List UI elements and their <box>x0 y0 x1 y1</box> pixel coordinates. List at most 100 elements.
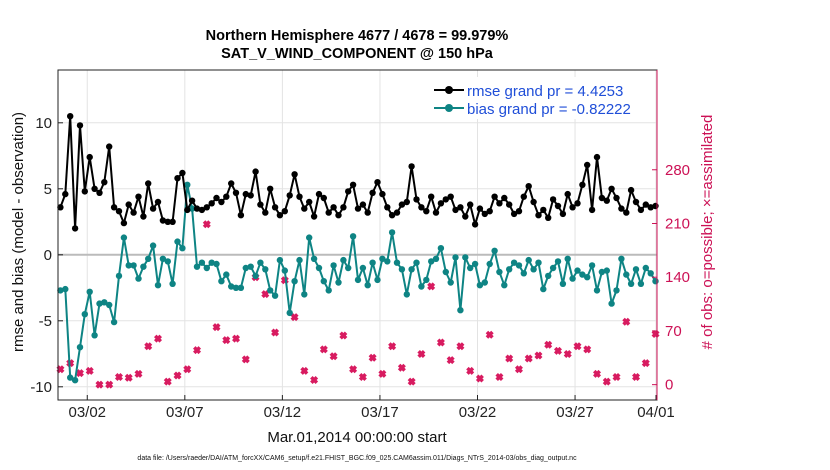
bias-point <box>208 259 215 266</box>
rmse-point <box>125 201 132 208</box>
bias-point <box>174 238 181 245</box>
rmse-point <box>306 198 313 206</box>
bias-point <box>652 278 659 285</box>
y2-axis-label: # of obs: o=possible; ×=assimilated <box>699 115 716 350</box>
x-tick-label: 03/02 <box>68 404 106 421</box>
rmse-point <box>598 194 606 202</box>
rmse-point <box>496 200 503 207</box>
obs-assimilated-marker <box>524 354 533 363</box>
rmse-point <box>76 122 84 129</box>
rmse-point <box>608 185 615 192</box>
obs-assimilated-marker <box>105 380 114 389</box>
rmse-point <box>618 205 625 212</box>
rmse-point <box>564 190 571 198</box>
rmse-point <box>481 210 488 218</box>
bias-point <box>359 264 367 272</box>
bias-point <box>281 267 288 274</box>
x-axis-label: Mar.01,2014 00:00:00 start <box>267 429 447 446</box>
bias-point <box>579 271 586 278</box>
rmse-point <box>354 205 362 212</box>
bias-point <box>554 258 562 265</box>
rmse-point <box>491 193 498 200</box>
bias-point <box>408 266 415 273</box>
rmse-point <box>349 181 357 188</box>
bias-point <box>154 282 162 289</box>
bias-point <box>442 268 449 276</box>
bias-point <box>228 283 235 290</box>
rmse-point <box>242 190 249 198</box>
rmse-point <box>369 189 376 196</box>
rmse-point <box>545 214 552 221</box>
bias-point <box>106 301 113 309</box>
obs-assimilated-marker <box>339 331 348 340</box>
rmse-point <box>501 194 508 202</box>
bias-point <box>140 263 147 270</box>
bias-point <box>335 279 342 286</box>
rmse-point <box>174 175 181 182</box>
bias-point <box>501 282 508 289</box>
obs-assimilated-marker <box>475 374 484 383</box>
plot-frame <box>57 69 658 401</box>
rmse-point <box>520 193 527 200</box>
obs-assimilated-marker <box>193 346 202 355</box>
bias-point <box>223 271 230 278</box>
rmse-point <box>428 193 435 200</box>
obs-assimilated-marker <box>183 365 192 374</box>
rmse-point <box>110 204 118 211</box>
obs-assimilated-marker <box>651 330 660 338</box>
rmse-series <box>57 113 659 232</box>
bias-point <box>388 229 396 236</box>
bias-point <box>642 264 649 272</box>
rmse-point <box>169 218 176 225</box>
rmse-point <box>145 180 152 187</box>
bias-point <box>159 255 167 262</box>
rmse-point <box>418 204 425 211</box>
rmse-point <box>593 153 601 161</box>
obs-assimilated-marker <box>163 377 172 386</box>
rmse-point <box>652 202 659 210</box>
rmse-point <box>423 208 430 215</box>
bias-point <box>301 291 308 298</box>
rmse-point <box>140 213 147 220</box>
rmse-point <box>208 200 215 207</box>
rmse-point <box>637 206 645 214</box>
bias-point <box>101 299 108 306</box>
rmse-point <box>188 197 196 204</box>
obs-assimilated-marker <box>173 371 182 380</box>
rmse-point <box>554 202 562 210</box>
rmse-point <box>291 171 298 178</box>
bias-point <box>384 258 391 265</box>
bias-point <box>588 262 596 269</box>
rmse-point <box>135 193 142 200</box>
obs-assimilated-marker <box>417 349 426 358</box>
bias-point <box>486 260 493 268</box>
y-tick-label: -10 <box>30 379 52 396</box>
bias-point <box>467 264 474 272</box>
rmse-point <box>467 201 474 208</box>
rmse-point <box>374 179 381 186</box>
rmse-point <box>584 161 591 169</box>
rmse-point <box>627 186 635 194</box>
rmse-point <box>432 209 440 216</box>
rmse-point <box>530 198 537 206</box>
bias-point <box>632 266 640 273</box>
bias-point <box>188 205 196 212</box>
obs-assimilated-marker <box>407 377 416 386</box>
rmse-point <box>574 200 581 207</box>
bias-point <box>257 259 264 266</box>
y2-tick-label: 210 <box>665 215 690 232</box>
bias-point <box>276 256 284 264</box>
obs-assimilated-marker <box>583 345 592 354</box>
rmse-point <box>213 194 220 202</box>
grid-lines <box>58 70 657 400</box>
obs-assimilated-marker <box>271 328 280 337</box>
bias-point <box>218 278 225 285</box>
rmse-point <box>403 198 410 206</box>
obs-assimilated-marker <box>495 372 504 381</box>
bias-point <box>637 280 645 287</box>
obs-assimilated-marker <box>456 342 465 351</box>
obs-assimilated-marker <box>593 369 602 378</box>
bias-point <box>184 181 191 188</box>
rmse-point <box>252 168 259 175</box>
